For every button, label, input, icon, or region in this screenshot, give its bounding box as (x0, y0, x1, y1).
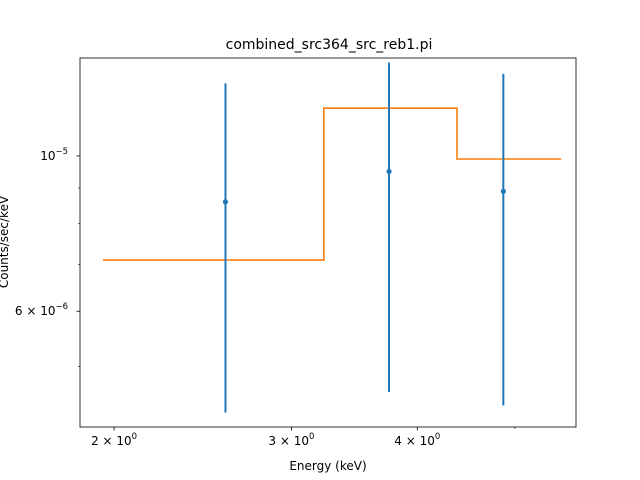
model-step-line (103, 107, 562, 261)
x-axis-label: Energy (keV) (289, 459, 366, 473)
y-tick-label: 10−5 (40, 147, 68, 163)
plot-frame (79, 57, 577, 428)
y-axis-label: Counts/sec/keV (0, 195, 11, 288)
data-point (500, 188, 506, 194)
axis-ticks: 2 × 100 3 × 100 4 × 100 10−5 6 × 10−6 (15, 147, 516, 448)
x-tick-label: 2 × 100 (91, 432, 137, 448)
chart-title: combined_src364_src_reb1.pi (226, 37, 433, 53)
plot-area (103, 62, 562, 413)
x-tick-label: 3 × 100 (268, 432, 314, 448)
data-point (222, 199, 229, 205)
x-tick-label: 4 × 100 (394, 432, 440, 448)
y-tick-label: 6 × 10−6 (15, 302, 68, 318)
data-point (386, 168, 392, 175)
